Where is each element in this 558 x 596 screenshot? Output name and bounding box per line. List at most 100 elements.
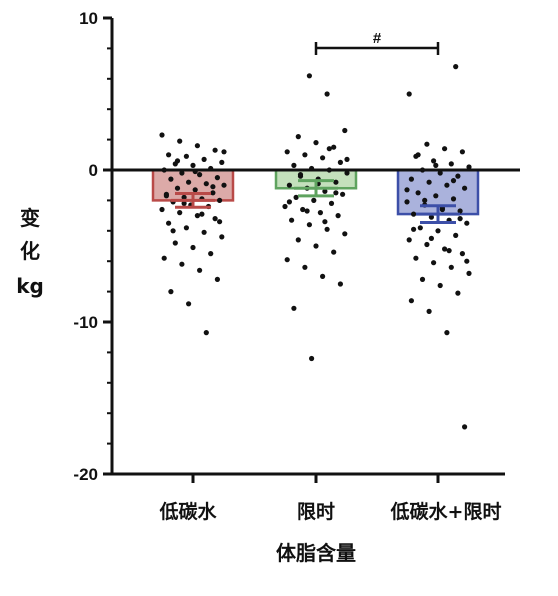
data-point	[462, 424, 468, 430]
data-point	[450, 196, 457, 202]
data-point	[168, 289, 174, 295]
data-point	[192, 187, 198, 193]
data-point	[179, 261, 185, 267]
data-point	[309, 355, 315, 362]
data-point	[166, 220, 172, 226]
data-point	[210, 184, 216, 190]
data-point	[199, 211, 205, 217]
data-point	[450, 178, 457, 184]
data-point	[333, 190, 339, 196]
data-point	[214, 175, 220, 181]
data-point	[203, 330, 209, 336]
data-point	[194, 143, 200, 149]
data-point	[464, 258, 470, 264]
data-point	[408, 298, 414, 304]
data-point	[183, 225, 189, 231]
axes	[103, 16, 505, 483]
data-point	[406, 91, 412, 97]
data-point	[282, 203, 288, 210]
data-point	[221, 149, 227, 155]
y-axis-title: kg	[16, 274, 44, 298]
data-point	[179, 170, 185, 176]
data-point	[424, 141, 430, 147]
data-point	[159, 132, 165, 138]
y-tick-label: -10	[73, 313, 98, 332]
y-tick-label: 0	[89, 161, 98, 180]
data-point	[306, 73, 312, 79]
data-point	[426, 179, 432, 185]
data-point	[174, 185, 181, 191]
data-point	[197, 267, 203, 273]
data-point	[172, 240, 178, 246]
data-point	[455, 173, 461, 179]
data-point	[221, 182, 227, 188]
data-point	[181, 194, 187, 200]
data-point	[342, 231, 348, 237]
data-point	[295, 134, 301, 140]
data-point	[295, 237, 301, 243]
data-point	[177, 138, 183, 144]
data-point	[448, 264, 454, 270]
data-point	[322, 219, 328, 225]
data-point	[344, 170, 350, 176]
data-point	[411, 211, 417, 217]
data-point	[433, 162, 439, 168]
data-point	[457, 216, 463, 222]
data-point	[159, 206, 165, 213]
y-tick-label: 10	[79, 9, 98, 28]
error-bars	[112, 168, 520, 224]
data-point	[413, 255, 419, 261]
data-point	[406, 237, 412, 243]
data-point	[194, 213, 200, 219]
data-point	[428, 214, 434, 220]
data-point	[289, 217, 295, 223]
data-point	[201, 229, 207, 235]
data-point	[300, 206, 306, 213]
data-point	[453, 64, 459, 70]
data-point	[335, 213, 341, 219]
data-point	[331, 249, 337, 255]
data-point	[217, 219, 223, 225]
data-point	[203, 181, 209, 187]
data-point	[328, 200, 335, 206]
data-point	[431, 158, 437, 164]
data-point	[464, 220, 470, 226]
data-point	[181, 200, 187, 206]
data-point	[340, 191, 346, 197]
data-point	[306, 222, 312, 228]
x-axis-title: 体脂含量	[276, 541, 356, 565]
data-point	[437, 170, 443, 176]
data-point	[442, 246, 448, 252]
data-point	[404, 199, 410, 205]
data-point	[177, 210, 183, 216]
data-point	[322, 188, 328, 194]
data-point	[411, 226, 417, 232]
data-point	[284, 149, 290, 155]
data-point	[324, 226, 330, 232]
data-point	[161, 255, 167, 261]
data-point	[426, 308, 432, 314]
data-point	[419, 276, 426, 282]
data-point	[201, 156, 207, 162]
data-point	[297, 172, 304, 178]
data-point	[466, 270, 472, 276]
data-point	[415, 152, 421, 158]
data-point	[304, 208, 310, 214]
data-point	[320, 273, 326, 279]
data-point	[404, 187, 410, 193]
data-point	[431, 260, 437, 266]
data-point	[466, 164, 472, 170]
data-points	[159, 64, 472, 430]
data-point	[331, 144, 337, 150]
data-point	[415, 190, 421, 196]
data-point	[166, 152, 172, 158]
data-point	[462, 185, 468, 191]
data-point	[197, 172, 203, 178]
significance-label: #	[373, 30, 382, 47]
data-point	[302, 264, 308, 270]
data-point	[453, 232, 459, 238]
data-point	[212, 147, 218, 153]
data-point	[190, 244, 196, 251]
